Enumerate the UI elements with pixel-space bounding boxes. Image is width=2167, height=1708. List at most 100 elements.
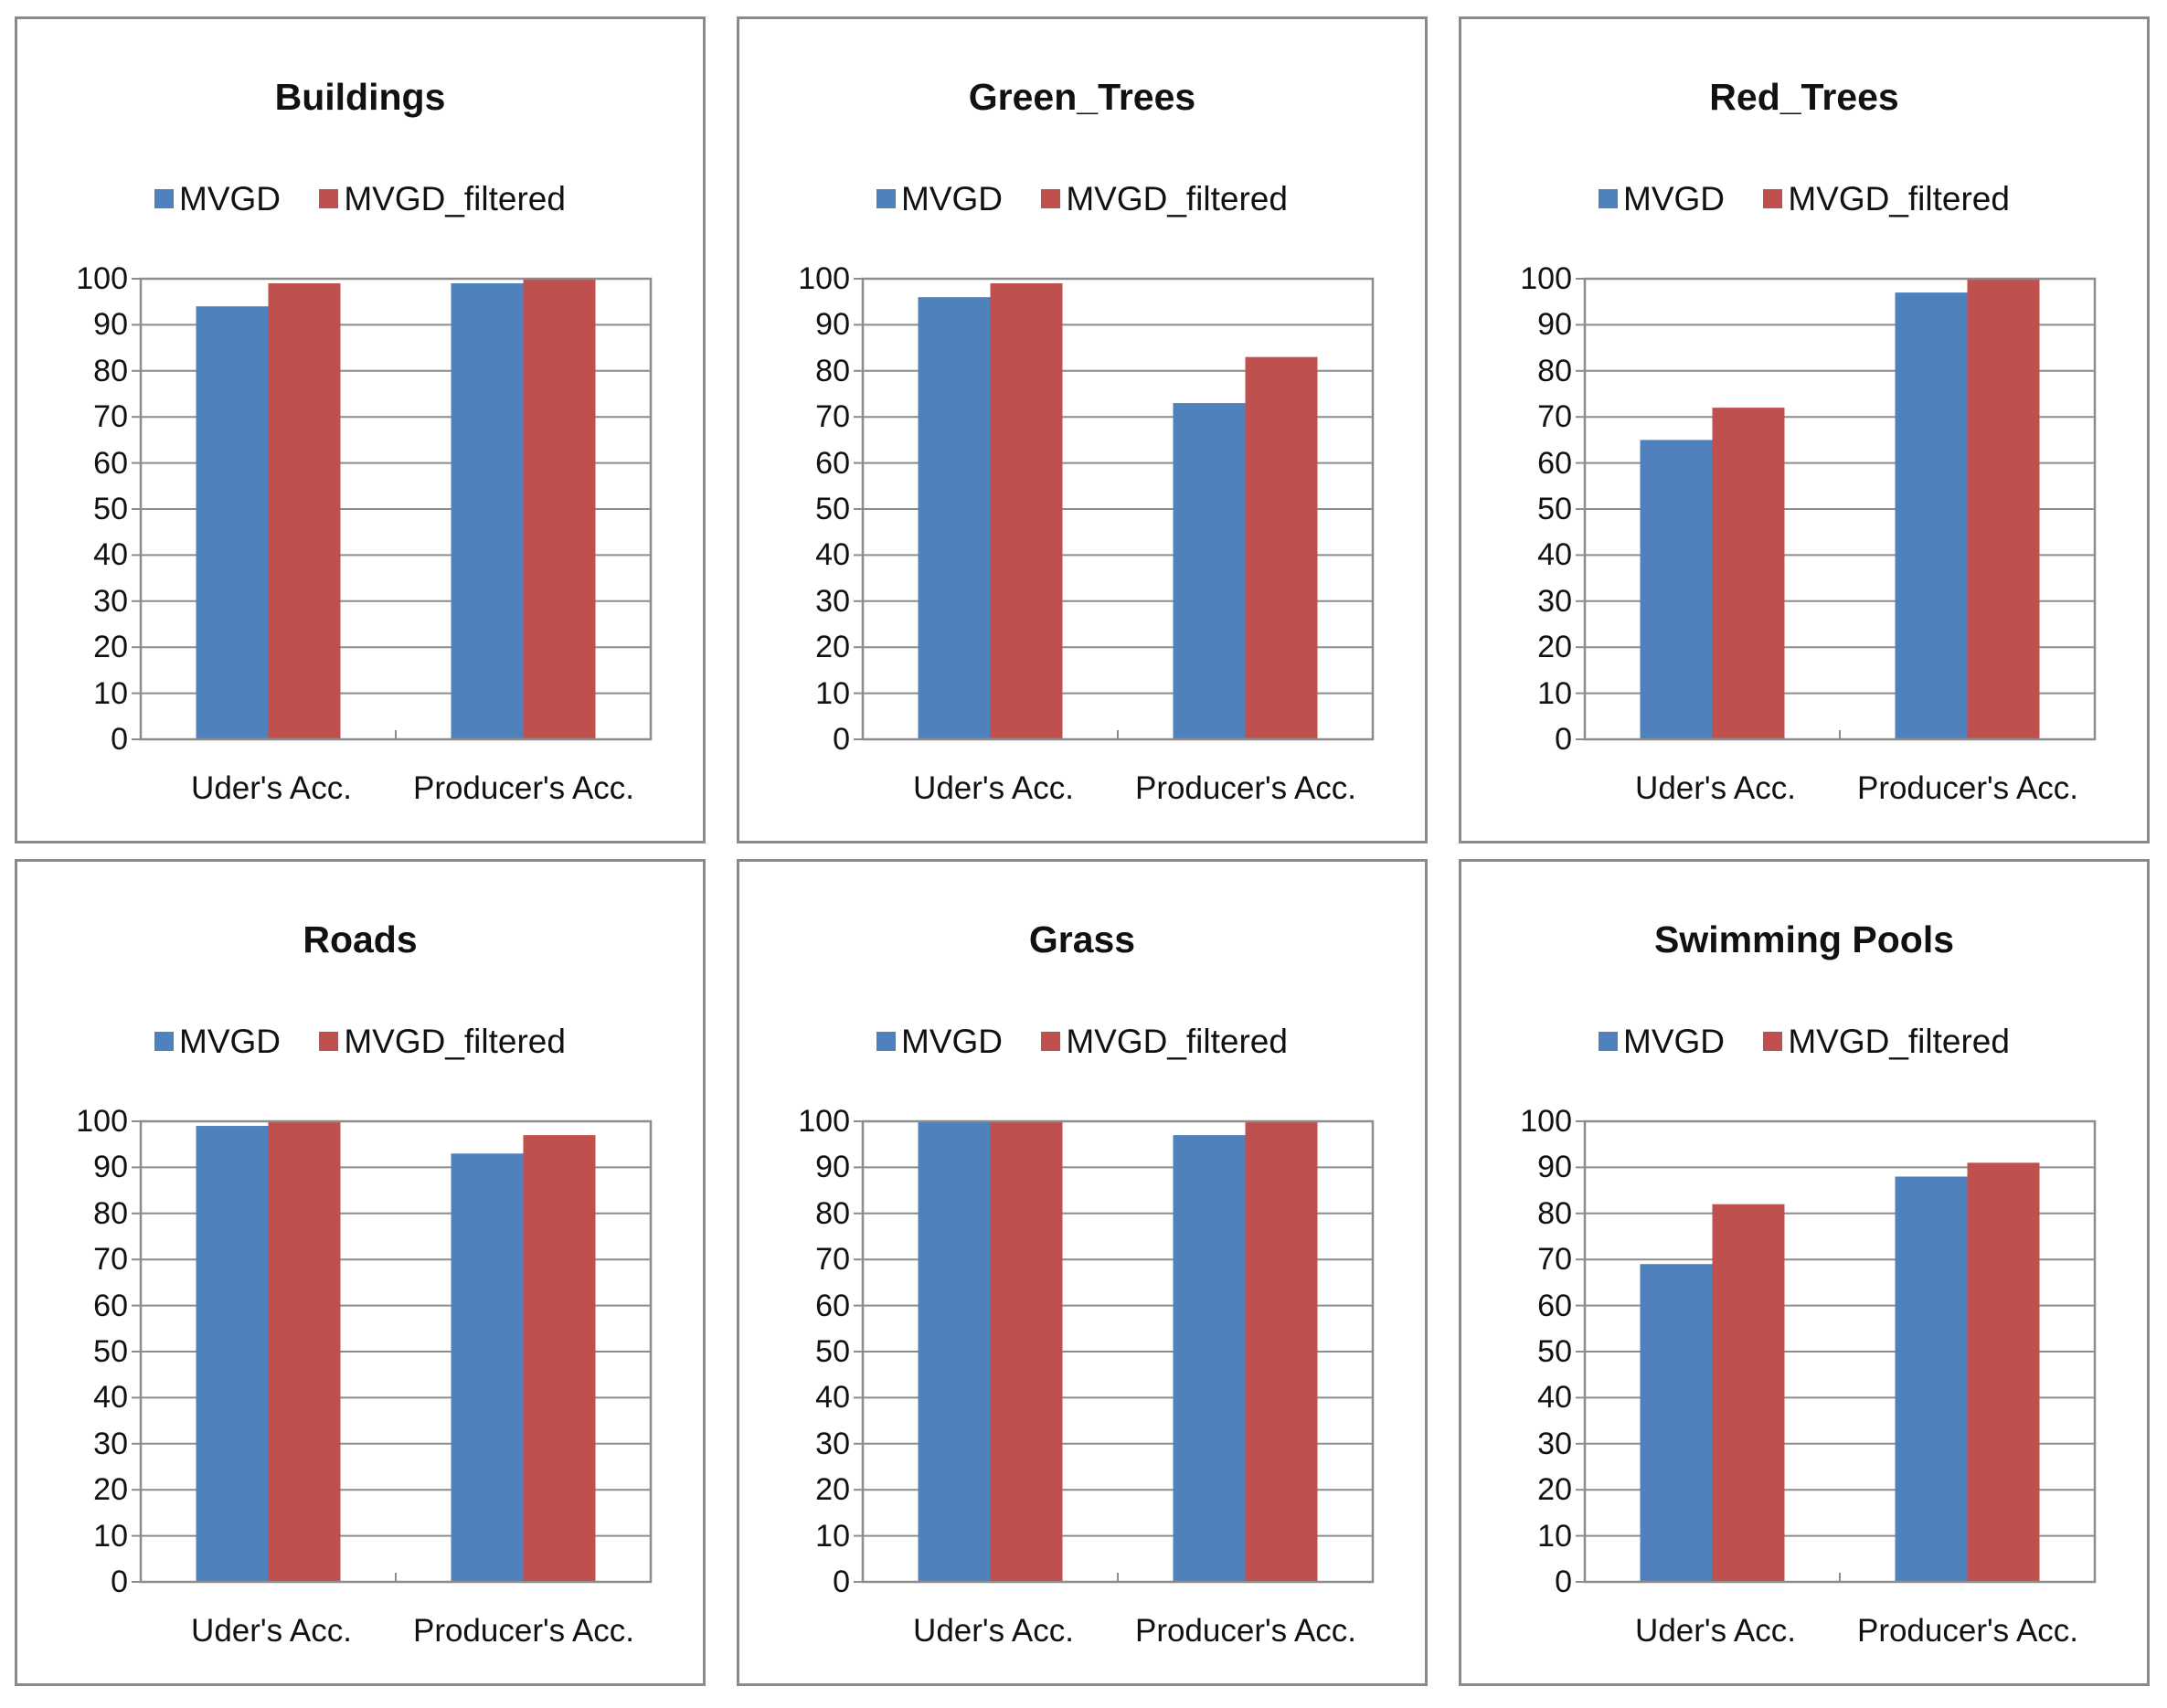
y-tick-label: 20 xyxy=(815,630,850,665)
legend-swatch-mvgd-filtered xyxy=(1041,188,1061,208)
legend-label-mvgd: MVGD xyxy=(1623,180,1726,217)
bar-mvgd xyxy=(1895,1176,1968,1582)
x-tick-label-users-acc: Uder's Acc. xyxy=(191,770,352,806)
x-tick-label-users-acc: Uder's Acc. xyxy=(913,1613,1074,1649)
chart-panel-swimming-pools: Swimming Pools MVGD MVGD_filtered 0 10 20 3… xyxy=(1459,859,2150,1686)
y-tick-label: 100 xyxy=(1520,1104,1572,1139)
bar-mvgd xyxy=(918,297,991,739)
x-tick-label-users-acc: Uder's Acc. xyxy=(1635,770,1796,806)
x-tick-label-producers-acc: Producer's Acc. xyxy=(1134,1613,1357,1649)
legend-item-mvgd-filtered: MVGD_filtered xyxy=(1763,1023,2010,1061)
y-tick-label: 10 xyxy=(1537,675,1572,711)
y-tick-label: 90 xyxy=(1537,307,1572,343)
y-tick-label: 40 xyxy=(815,1380,850,1416)
x-tick-label-users-acc: Uder's Acc. xyxy=(191,1613,352,1649)
legend-item-mvgd: MVGD xyxy=(1599,180,1725,218)
y-tick-label: 0 xyxy=(111,722,128,757)
y-tick-label: 20 xyxy=(93,1472,128,1508)
y-tick-label: 30 xyxy=(93,1426,128,1461)
chart-legend: MVGD MVGD_filtered xyxy=(1461,1023,2147,1061)
y-tick-label: 40 xyxy=(93,1380,128,1416)
bar-mvgd-filtered xyxy=(990,283,1063,739)
bar-plot-area xyxy=(1576,1119,2097,1584)
chart-panel-roads: Roads MVGD MVGD_filtered 0 10 20 30 40 50 60 70… xyxy=(15,859,706,1686)
y-tick-label: 40 xyxy=(1537,537,1572,573)
legend-item-mvgd: MVGD xyxy=(154,180,281,218)
legend-label-mvgd-filtered: MVGD_filtered xyxy=(344,180,566,217)
chart-title: Swimming Pools xyxy=(1653,918,1955,960)
y-tick-label: 10 xyxy=(815,675,850,711)
bar-plot-area xyxy=(1576,277,2097,741)
y-tick-label: 70 xyxy=(93,1242,128,1278)
y-tick-label: 90 xyxy=(1537,1150,1572,1185)
bar-mvgd-filtered xyxy=(990,1121,1063,1582)
legend-swatch-mvgd xyxy=(1599,188,1619,208)
legend-label-mvgd: MVGD xyxy=(901,180,1004,217)
y-tick-label: 20 xyxy=(1537,1472,1572,1508)
y-tick-label: 10 xyxy=(93,1518,128,1554)
bar-mvgd-filtered xyxy=(1712,1204,1785,1582)
chart-legend: MVGD MVGD_filtered xyxy=(739,180,1425,218)
x-tick-label-producers-acc: Producer's Acc. xyxy=(412,1613,635,1649)
x-tick-label-users-acc: Uder's Acc. xyxy=(913,770,1074,806)
y-tick-label: 60 xyxy=(1537,445,1572,481)
legend-swatch-mvgd-filtered xyxy=(319,188,339,208)
bar-mvgd-filtered xyxy=(523,1135,596,1582)
y-tick-label: 70 xyxy=(1537,399,1572,435)
bar-plot-area xyxy=(132,1119,653,1584)
y-tick-label: 50 xyxy=(815,492,850,526)
y-tick-label: 80 xyxy=(1537,353,1572,388)
y-tick-label: 60 xyxy=(815,445,850,481)
legend-label-mvgd-filtered: MVGD_filtered xyxy=(1066,1023,1288,1060)
y-tick-label: 0 xyxy=(1555,722,1572,757)
y-tick-label: 100 xyxy=(798,261,850,296)
y-tick-label: 40 xyxy=(1537,1380,1572,1416)
y-tick-label: 20 xyxy=(815,1472,850,1508)
x-tick-label-producers-acc: Producer's Acc. xyxy=(1134,770,1357,806)
y-tick-label: 70 xyxy=(815,1242,850,1278)
bar-plot-area xyxy=(854,1119,1375,1584)
y-tick-label: 30 xyxy=(815,1426,850,1461)
legend-item-mvgd: MVGD xyxy=(154,1023,281,1061)
y-tick-label: 100 xyxy=(76,1104,128,1139)
chart-panel-buildings: Buildings MVGD MVGD_filtered 0 10 20 30 40 50… xyxy=(15,16,706,843)
y-tick-label: 100 xyxy=(798,1104,850,1139)
bar-mvgd xyxy=(1895,292,1968,739)
legend-swatch-mvgd-filtered xyxy=(1041,1031,1061,1051)
bar-mvgd xyxy=(451,283,524,739)
bar-plot-area xyxy=(854,277,1375,741)
y-tick-label: 80 xyxy=(815,1195,850,1231)
y-tick-label: 30 xyxy=(1537,1426,1572,1461)
y-tick-label: 60 xyxy=(93,445,128,481)
y-tick-label: 20 xyxy=(93,630,128,665)
y-tick-label: 80 xyxy=(815,353,850,388)
y-tick-label: 0 xyxy=(111,1565,128,1599)
y-tick-label: 10 xyxy=(1537,1518,1572,1554)
y-tick-label: 10 xyxy=(93,675,128,711)
chart-title: Red_Trees xyxy=(1709,76,1899,118)
y-tick-label: 80 xyxy=(93,1195,128,1231)
chart-legend: MVGD MVGD_filtered xyxy=(17,1023,703,1061)
y-tick-label: 10 xyxy=(815,1518,850,1554)
legend-label-mvgd-filtered: MVGD_filtered xyxy=(1788,180,2010,217)
chart-title: Roads xyxy=(303,918,418,960)
legend-swatch-mvgd-filtered xyxy=(319,1031,339,1051)
y-tick-label: 50 xyxy=(93,492,128,526)
legend-swatch-mvgd xyxy=(876,1031,897,1051)
legend-swatch-mvgd xyxy=(1599,1031,1619,1051)
legend-label-mvgd-filtered: MVGD_filtered xyxy=(1066,180,1288,217)
bar-mvgd xyxy=(1173,1135,1246,1582)
chart-panel-green-trees: Green_Trees MVGD MVGD_filtered 0 10 20 30 40… xyxy=(737,16,1428,843)
y-tick-label: 30 xyxy=(815,583,850,619)
legend-swatch-mvgd xyxy=(154,188,175,208)
legend-label-mvgd: MVGD xyxy=(179,1023,281,1060)
y-tick-label: 80 xyxy=(93,353,128,388)
bar-mvgd xyxy=(196,1126,269,1582)
legend-swatch-mvgd-filtered xyxy=(1763,1031,1783,1051)
legend-swatch-mvgd xyxy=(154,1031,175,1051)
chart-panel-grass: Grass MVGD MVGD_filtered 0 10 20 30 40 50 60 70… xyxy=(737,859,1428,1686)
y-tick-label: 100 xyxy=(76,261,128,296)
x-tick-label-producers-acc: Producer's Acc. xyxy=(412,770,635,806)
chart-title: Buildings xyxy=(274,76,446,118)
y-tick-label: 80 xyxy=(1537,1195,1572,1231)
